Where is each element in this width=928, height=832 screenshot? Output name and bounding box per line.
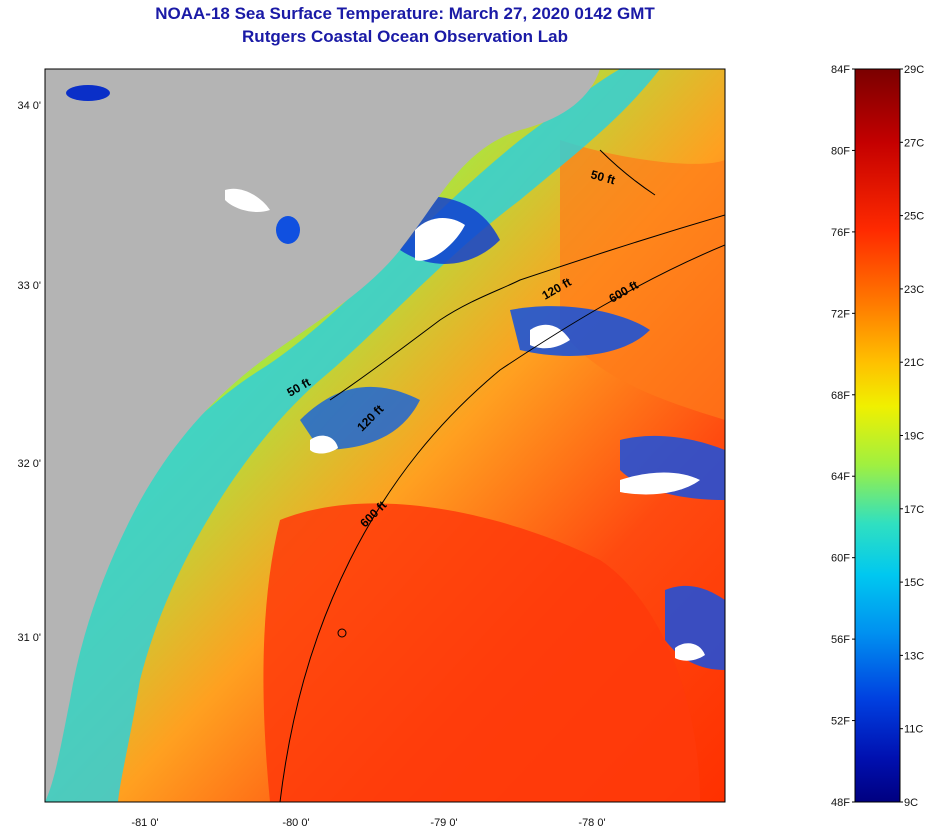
lon-tick-81: -81 0' xyxy=(131,817,158,829)
colorbar-c-label: 21C xyxy=(904,357,924,369)
lon-tick-80: -80 0' xyxy=(282,817,309,829)
cold-patch-1 xyxy=(300,386,420,450)
nearshore-cool-band xyxy=(45,69,660,802)
colorbar-c-label: 13C xyxy=(904,650,924,662)
colorbar-f-label: 64F xyxy=(831,471,850,483)
cloud-patch-6 xyxy=(225,188,270,212)
cloud-patch-3 xyxy=(620,472,700,495)
contour-label-50ft-north: 50 ft xyxy=(589,167,616,187)
colorbar-f-label: 72F xyxy=(831,308,850,320)
cloud-patch-2 xyxy=(530,324,570,349)
map-title: NOAA-18 Sea Surface Temperature: March 2… xyxy=(155,4,655,23)
lake-1 xyxy=(66,85,110,101)
lon-tick-79: -79 0' xyxy=(430,817,457,829)
colorbar-f-label: 80F xyxy=(831,145,850,157)
lat-tick-34: 34 0' xyxy=(17,100,41,112)
colorbar-f-label: 56F xyxy=(831,634,850,646)
map-border xyxy=(44,68,726,803)
warm-water-region xyxy=(263,503,700,802)
colorbar-f-label: 52F xyxy=(831,716,850,728)
colorbar-c-label: 27C xyxy=(904,137,924,149)
contour-loop xyxy=(337,628,347,638)
colorbar-c-label: 25C xyxy=(904,211,924,223)
colorbar-f-label: 68F xyxy=(831,390,850,402)
lake-2 xyxy=(276,216,300,244)
contour-50ft-north xyxy=(599,149,656,196)
cloud-patch-1 xyxy=(415,218,465,261)
colorbar-c-label: 9C xyxy=(904,797,918,809)
colorbar-c-label: 29C xyxy=(904,64,924,76)
colorbar-fahrenheit-labels: 84F 80F 76F 72F 68F 64F 60F 56F 52F 48F xyxy=(831,64,855,809)
colorbar-c-label: 23C xyxy=(904,284,924,296)
colorbar-c-label: 17C xyxy=(904,504,924,516)
cloud-patch-5 xyxy=(310,435,338,454)
colorbar-c-label: 15C xyxy=(904,577,924,589)
colorbar-c-label: 11C xyxy=(904,724,923,736)
lon-tick-78: -78 0' xyxy=(578,817,605,829)
colorbar-f-label: 76F xyxy=(831,227,850,239)
land-mass xyxy=(45,69,600,802)
colorbar-celsius-labels: 29C 27C 25C 23C 21C 19C 17C 15C 13C 11C 9C xyxy=(900,64,924,809)
map-area xyxy=(45,69,725,802)
map-subtitle: Rutgers Coastal Ocean Observation Lab xyxy=(242,27,568,46)
lat-tick-31: 31 0' xyxy=(17,632,41,644)
colorbar-f-label: 48F xyxy=(831,797,850,809)
lat-tick-32: 32 0' xyxy=(17,458,41,470)
colorbar-c-label: 19C xyxy=(904,431,924,443)
colorbar xyxy=(854,68,901,803)
cloud-patch-4 xyxy=(675,643,705,661)
colorbar-f-label: 60F xyxy=(831,553,850,565)
lat-tick-33: 33 0' xyxy=(17,280,41,292)
colorbar-f-label: 84F xyxy=(831,64,850,76)
contour-600ft xyxy=(279,244,725,802)
contour-120ft xyxy=(329,214,725,401)
